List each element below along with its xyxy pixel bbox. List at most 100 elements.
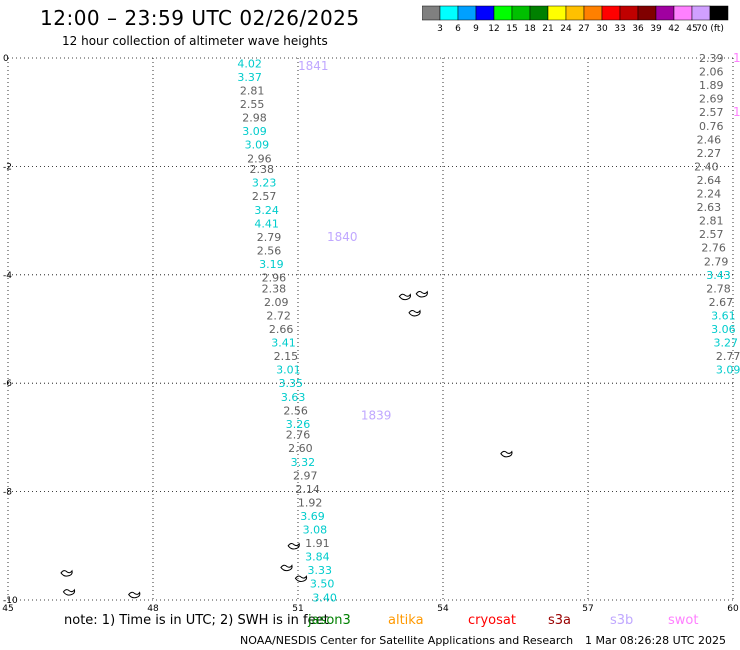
- legend-label: 3: [437, 24, 443, 34]
- legend-swatch: [709, 5, 729, 21]
- wave-height-label: 3.69: [300, 510, 325, 523]
- legend-label: 27: [578, 24, 589, 34]
- land-outline: [60, 569, 73, 577]
- color-legend: 3 6 9 12 15 18 21 24 27 30 33 36 39 42 45 70 (ft): [421, 5, 738, 39]
- legend-label: 39: [650, 24, 662, 34]
- wave-height-label: 2.24: [697, 188, 722, 201]
- wave-height-label: 2.76: [701, 242, 726, 255]
- x-tick-label: 51: [292, 604, 303, 614]
- y-tick-label: 0: [3, 54, 9, 64]
- wave-height-label: 4.02: [237, 57, 262, 70]
- wave-height-label: 2.14: [295, 483, 320, 496]
- legend-label: 70 (ft): [696, 24, 724, 34]
- legend-label: 21: [542, 24, 553, 34]
- wave-height-label: 3.37: [237, 71, 262, 84]
- wave-height-label: 2.57: [699, 228, 724, 241]
- land-outline: [128, 591, 141, 599]
- wave-height-label: 2.96: [247, 152, 272, 165]
- legend-label: 24: [560, 24, 572, 34]
- wave-height-label: 3.09: [245, 139, 270, 152]
- wave-height-label: 2.38: [250, 163, 275, 176]
- chart-subtitle: 12 hour collection of altimeter wave hei…: [62, 34, 328, 48]
- land-outline: [294, 575, 308, 583]
- wave-height-label: 2.60: [288, 442, 313, 455]
- land-outline: [408, 309, 421, 317]
- wave-height-label: 2.77: [716, 350, 740, 363]
- x-tick-label: 60: [727, 604, 739, 614]
- wave-height-label: 2.56: [283, 404, 308, 417]
- wave-height-label: 2.39: [699, 52, 724, 65]
- y-tick-label: -8: [3, 488, 12, 498]
- x-tick-label: 45: [2, 604, 13, 614]
- wave-height-label: 1.91: [305, 537, 330, 550]
- y-tick-label: -4: [3, 271, 12, 281]
- wave-height-label: 2.06: [699, 66, 724, 79]
- chart-title: 12:00 – 23:59 UTC 02/26/2025: [40, 6, 360, 30]
- track-label: 1841: [298, 59, 329, 73]
- legend-label: 42: [668, 24, 679, 34]
- wave-height-label: 1.89: [699, 79, 724, 92]
- wave-height-label: 2.09: [264, 296, 289, 309]
- wave-height-label: 3.61: [711, 309, 736, 322]
- wave-height-label: 2.15: [274, 350, 299, 363]
- wave-height-label: 3.27: [714, 337, 739, 350]
- track-label: 184: [733, 105, 740, 119]
- legend-label: 12: [488, 24, 499, 34]
- legend-label: 36: [632, 24, 644, 34]
- x-tick-label: 48: [147, 604, 159, 614]
- wave-height-label: 3.06: [711, 323, 736, 336]
- data-group: 4.023.372.812.552.983.093.092.962.383.23…: [237, 51, 740, 604]
- wave-height-label: 2.79: [257, 231, 282, 244]
- wave-height-label: 3.41: [271, 337, 296, 350]
- legend-label: 9: [473, 24, 479, 34]
- wave-height-label: 2.67: [709, 296, 734, 309]
- y-tick-label: -10: [3, 596, 18, 606]
- track-label: 1849: [733, 51, 740, 65]
- wave-height-label: 2.63: [697, 201, 722, 214]
- wave-height-label: 3.32: [291, 456, 316, 469]
- legend-label: 18: [524, 24, 536, 34]
- track-label: 1840: [327, 230, 358, 244]
- satellite-swot: swot: [668, 613, 699, 628]
- footer-note: note: 1) Time is in UTC; 2) SWH is in fe…: [64, 613, 329, 628]
- wave-height-label: 3.40: [312, 591, 337, 604]
- wave-height-label: 3.26: [286, 418, 311, 431]
- wave-height-label: 3.23: [252, 177, 277, 190]
- wave-height-label: 3.01: [276, 364, 301, 377]
- wave-height-label: 2.79: [704, 255, 729, 268]
- wave-height-label: 2.27: [697, 147, 722, 160]
- wave-height-label: 2.97: [293, 469, 318, 482]
- land-outline: [62, 588, 76, 596]
- wave-height-label: 3.43: [706, 269, 731, 282]
- wave-height-label: 2.66: [269, 323, 294, 336]
- wave-height-label: 2.76: [286, 429, 311, 442]
- wave-height-label: 2.56: [257, 244, 282, 257]
- wave-height-label: 3.08: [303, 524, 328, 537]
- wave-height-label: 3.09: [716, 364, 740, 377]
- wave-height-label: 3.35: [279, 377, 304, 390]
- wave-height-label: 2.96: [262, 272, 287, 285]
- land-outline: [280, 564, 293, 572]
- land-outline: [287, 542, 300, 550]
- y-tick-label: -2: [3, 162, 12, 172]
- legend-label: 45: [686, 24, 697, 34]
- wave-height-label: 2.46: [697, 133, 722, 146]
- satellite-cryosat: cryosat: [468, 613, 516, 628]
- legend-label: 30: [596, 24, 608, 34]
- y-tick-label: -6: [3, 379, 12, 389]
- wave-height-label: 2.57: [699, 106, 724, 119]
- wave-height-label: 3.63: [281, 391, 306, 404]
- wave-height-label: 2.81: [699, 215, 724, 228]
- wave-height-label: 2.98: [242, 112, 267, 125]
- track-label: 1839: [361, 409, 392, 423]
- wave-height-label: 2.38: [262, 282, 287, 295]
- land-outline: [415, 290, 428, 298]
- legend-label: 6: [455, 24, 461, 34]
- land-outline: [398, 293, 411, 301]
- wave-height-label: 2.69: [699, 93, 724, 106]
- wave-height-label: 2.57: [252, 190, 277, 203]
- x-tick-label: 57: [582, 604, 593, 614]
- footer-timestamp: 1 Mar 08:26:28 UTC 2025: [585, 634, 726, 647]
